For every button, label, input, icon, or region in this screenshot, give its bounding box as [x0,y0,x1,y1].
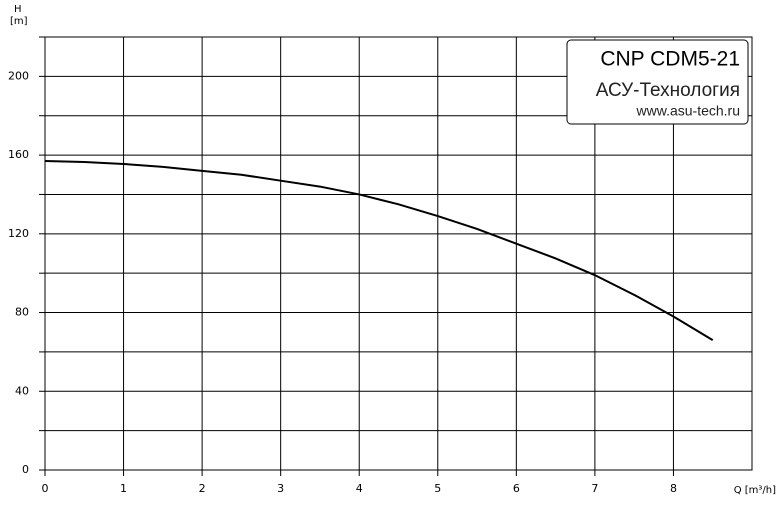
x-tick-label: 6 [513,482,520,495]
y-tick-label: 160 [8,148,29,161]
y-tick-label: 0 [22,463,29,476]
y-tick-label: 120 [8,227,29,240]
x-tick-label: 3 [277,482,284,495]
y-axis-name: H [14,4,22,15]
annotation: www.asu-tech.ru [636,103,740,119]
y-axis-unit: [m] [10,16,28,27]
chart-title: CNP CDM5-21 [600,48,740,71]
x-axis-label: Q [m³/h] [734,485,776,496]
x-tick-label: 2 [199,482,206,495]
x-tick-label: 8 [670,482,677,495]
x-tick-label: 4 [356,482,363,495]
y-tick-label: 40 [15,384,29,397]
title-box [566,39,749,125]
curve [44,159,714,341]
x-tick-label: 0 [42,482,49,495]
x-tick-label: 7 [591,482,598,495]
x-tick-label: 1 [120,482,127,495]
y-tick-label: 200 [8,69,29,82]
chart-subtitle: АСУ-Технология [596,80,740,101]
y-tick-label: 80 [15,306,29,319]
x-tick-label: 5 [434,482,441,495]
